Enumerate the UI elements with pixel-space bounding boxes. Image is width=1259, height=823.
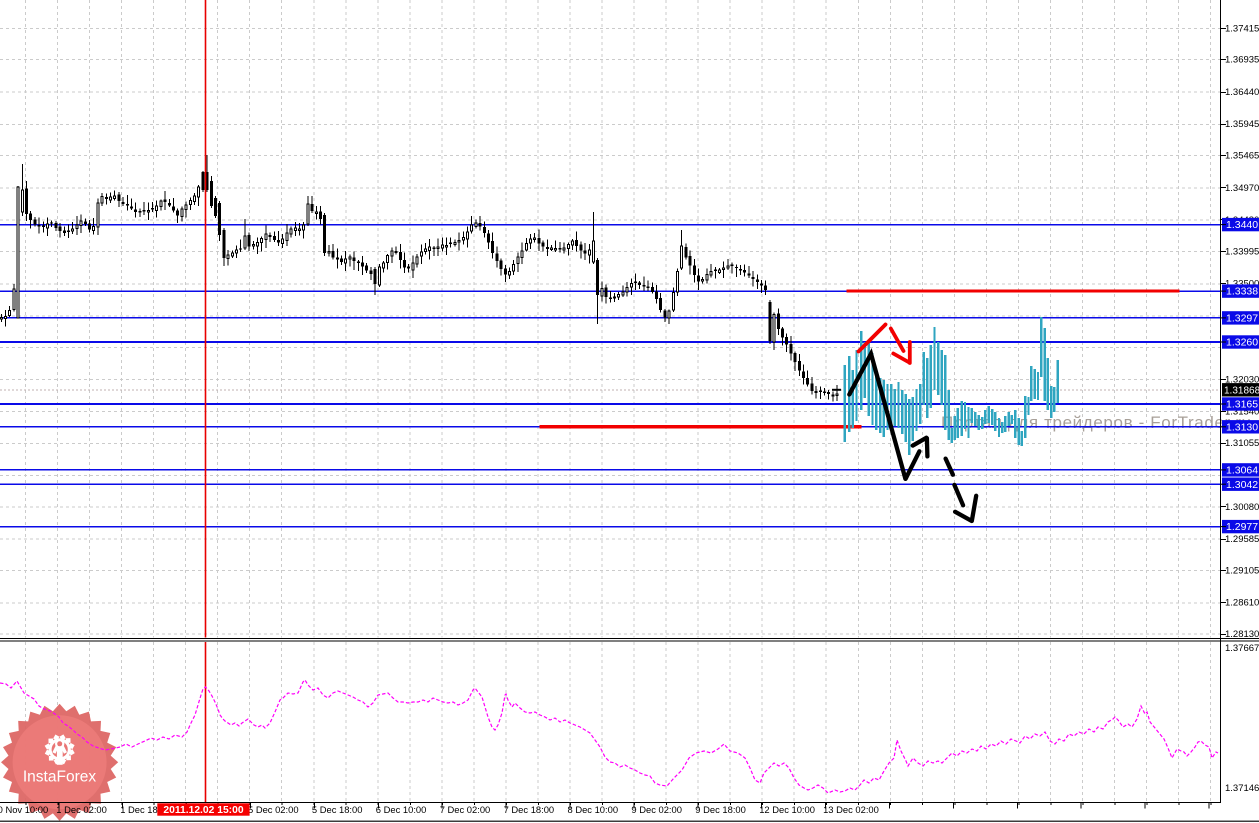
svg-text:13 Dec 02:00: 13 Dec 02:00: [823, 804, 879, 815]
svg-text:1.29105: 1.29105: [1225, 565, 1259, 576]
svg-text:5 Dec 18:00: 5 Dec 18:00: [312, 804, 363, 815]
svg-text:1.29585: 1.29585: [1225, 534, 1259, 545]
svg-text:1.37667: 1.37667: [1225, 643, 1259, 654]
svg-text:6 Dec 10:00: 6 Dec 10:00: [376, 804, 427, 815]
svg-text:1.3297: 1.3297: [1226, 313, 1258, 325]
svg-text:1.2977: 1.2977: [1226, 521, 1258, 533]
svg-text:1.36935: 1.36935: [1225, 55, 1259, 66]
svg-text:1.32030: 1.32030: [1225, 375, 1259, 386]
svg-text:1.3260: 1.3260: [1226, 337, 1258, 349]
svg-text:1.36440: 1.36440: [1225, 87, 1259, 98]
svg-text:1.34970: 1.34970: [1225, 183, 1259, 194]
svg-text:1.3440: 1.3440: [1226, 219, 1258, 231]
svg-text:1.28610: 1.28610: [1225, 598, 1259, 609]
svg-text:7 Dec 18:00: 7 Dec 18:00: [504, 804, 555, 815]
svg-text:1.3165: 1.3165: [1226, 399, 1258, 411]
svg-text:1 Dec 02:00: 1 Dec 02:00: [56, 804, 107, 815]
svg-text:5 Dec 02:00: 5 Dec 02:00: [248, 804, 299, 815]
svg-text:1.35465: 1.35465: [1225, 151, 1259, 162]
svg-text:9 Dec 02:00: 9 Dec 02:00: [631, 804, 682, 815]
svg-text:1.33995: 1.33995: [1225, 246, 1259, 257]
svg-text:1.35945: 1.35945: [1225, 119, 1259, 130]
svg-text:7 Dec 02:00: 7 Dec 02:00: [440, 804, 491, 815]
svg-text:1.31055: 1.31055: [1225, 438, 1259, 449]
svg-text:1.31540: 1.31540: [1225, 407, 1259, 418]
svg-text:1.3338: 1.3338: [1226, 286, 1258, 298]
svg-text:9 Dec 18:00: 9 Dec 18:00: [695, 804, 746, 815]
svg-text:30 Nov 10:00: 30 Nov 10:00: [0, 804, 48, 815]
svg-text:2011.12.02 15:00: 2011.12.02 15:00: [163, 805, 243, 816]
svg-text:1.3042: 1.3042: [1226, 479, 1258, 491]
svg-text:1.31868: 1.31868: [1224, 385, 1259, 396]
svg-text:1.30080: 1.30080: [1225, 502, 1259, 513]
svg-text:12 Dec 10:00: 12 Dec 10:00: [759, 804, 815, 815]
svg-text:1.3130: 1.3130: [1226, 421, 1258, 433]
svg-text:InstaForex: InstaForex: [23, 769, 96, 786]
svg-text:1.28130: 1.28130: [1225, 629, 1259, 640]
svg-text:1.37415: 1.37415: [1225, 23, 1259, 34]
svg-text:1 Dec 18:00: 1 Dec 18:00: [120, 804, 171, 815]
svg-text:Портал для трейдеров - ForTrad: Портал для трейдеров - ForTrader.ru: [941, 413, 1251, 432]
svg-text:1.3064: 1.3064: [1226, 465, 1258, 477]
svg-text:1.33500: 1.33500: [1225, 279, 1259, 290]
svg-text:1.37146: 1.37146: [1225, 783, 1259, 794]
svg-text:8 Dec 10:00: 8 Dec 10:00: [568, 804, 619, 815]
